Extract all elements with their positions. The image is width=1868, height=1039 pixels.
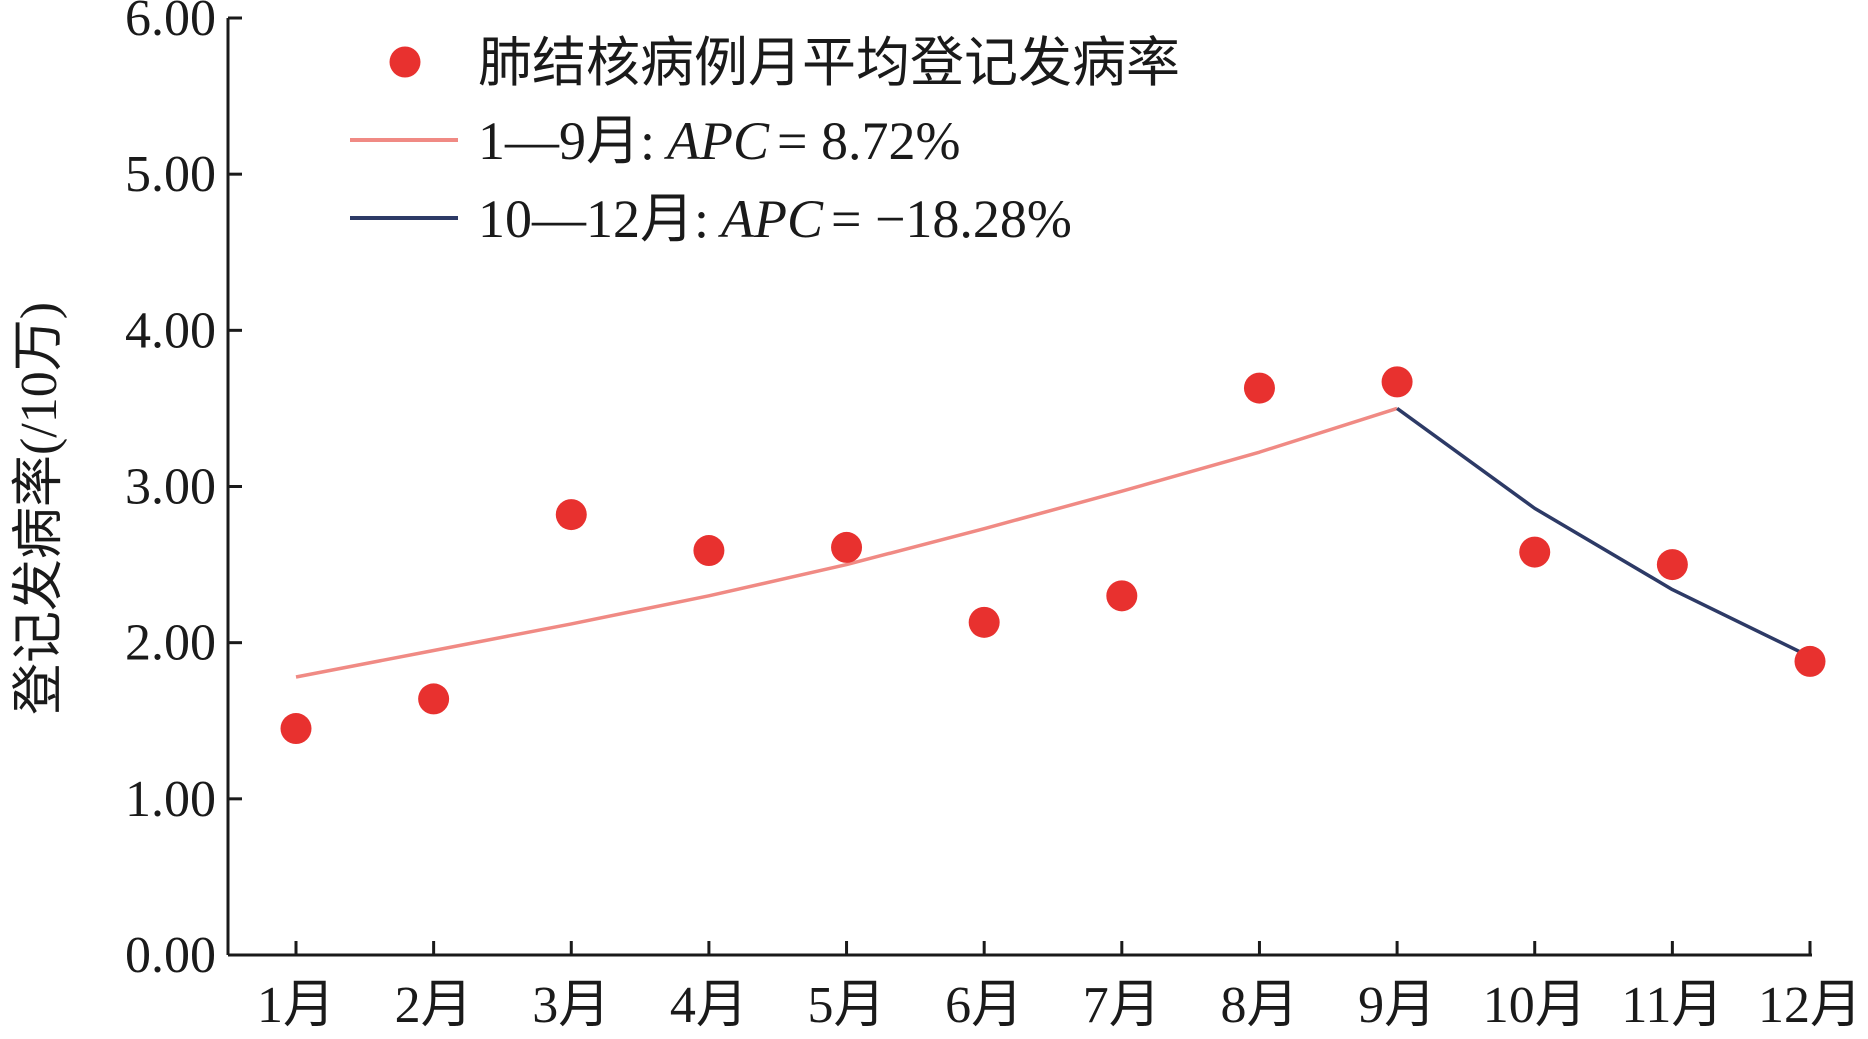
x-tick-label: 6月 <box>945 977 1023 1034</box>
legend-name: 肺结核病例月平均登记发病率 <box>478 33 1180 93</box>
y-axis: 0.00 1.00 2.00 3.00 4.00 5.00 6.00 <box>125 0 242 984</box>
legend-name: 10—12月: <box>478 189 709 249</box>
data-point <box>555 499 587 531</box>
x-tick-label: 1月 <box>257 977 335 1034</box>
legend-label: 10—12月: APC = −18.28% <box>478 189 1072 249</box>
data-point <box>1656 549 1688 581</box>
data-point <box>1106 580 1138 612</box>
legend-label: 1—9月: APC = 8.72% <box>478 111 960 171</box>
x-tick-label: 7月 <box>1083 977 1161 1034</box>
x-tick-label: 11月 <box>1621 977 1723 1034</box>
y-tick-label: 5.00 <box>125 146 216 203</box>
x-tick-label: 8月 <box>1220 977 1298 1034</box>
data-point <box>968 606 1000 638</box>
y-tick-label: 3.00 <box>125 459 216 516</box>
x-axis: 1月 2月 3月 4月 5月 6月 7月 8月 9月 10月 11月 12月 <box>228 941 1862 1034</box>
x-tick-label: 12月 <box>1758 977 1862 1034</box>
x-tick-label: 2月 <box>395 977 473 1034</box>
series-line-2 <box>1396 407 1811 659</box>
data-point <box>1519 536 1551 568</box>
y-tick-label: 2.00 <box>125 615 216 672</box>
data-point <box>280 713 312 745</box>
x-tick-label: 5月 <box>808 977 886 1034</box>
legend-stat: APC <box>664 111 770 171</box>
x-tick-label: 3月 <box>532 977 610 1034</box>
data-point <box>693 535 725 567</box>
y-tick-label: 6.00 <box>125 0 216 47</box>
series-line-1 <box>295 406 1398 679</box>
y-tick-label: 1.00 <box>125 771 216 828</box>
legend-marker-dot <box>389 46 421 78</box>
x-tick-label: 9月 <box>1358 977 1436 1034</box>
x-tick-label: 4月 <box>670 977 748 1034</box>
data-point <box>831 531 863 563</box>
y-tick-label: 0.00 <box>125 927 216 984</box>
data-point <box>418 683 450 715</box>
legend-label: 肺结核病例月平均登记发病率 <box>478 33 1180 93</box>
data-point <box>1381 366 1413 398</box>
legend-stat-value: = 8.72% <box>777 111 960 171</box>
data-point <box>1794 645 1826 677</box>
series-group <box>280 366 1826 745</box>
data-point <box>1243 372 1275 404</box>
x-tick-label: 10月 <box>1483 977 1587 1034</box>
y-tick-label: 4.00 <box>125 302 216 359</box>
legend-name: 1—9月: <box>478 111 655 171</box>
legend-stat: APC <box>718 189 824 249</box>
y-axis-label: 登记发病率(/10万) <box>11 302 68 715</box>
legend-stat-value: = −18.28% <box>831 189 1072 249</box>
